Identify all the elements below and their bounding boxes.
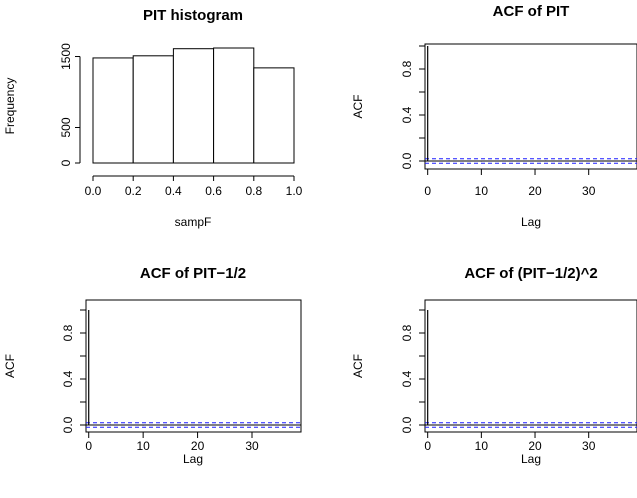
plot-frame <box>85 299 302 433</box>
x-tick-label: 0.4 <box>165 184 182 198</box>
histogram-bar <box>253 67 295 164</box>
y-tick-label: 0.0 <box>400 152 414 169</box>
y-tick-label: 500 <box>59 117 73 137</box>
y-axis-label: ACF <box>3 354 17 378</box>
chart-title: PIT histogram <box>143 7 243 24</box>
x-tick-label: 30 <box>582 439 596 453</box>
y-axis-label: Frequency <box>3 78 17 135</box>
histogram-bar <box>172 48 215 164</box>
y-tick-label: 0.8 <box>400 324 414 341</box>
x-tick-label: 20 <box>528 439 542 453</box>
panel-1: PIT histogram 0.0 0.2 0.4 0.6 0.8 1.0 0 500 1500 s… <box>3 7 303 229</box>
x-tick-label: 10 <box>136 439 150 453</box>
x-tick-label: 10 <box>475 439 489 453</box>
y-tick-label: 0.0 <box>400 416 414 433</box>
y-tick-label: 0.4 <box>61 370 75 387</box>
x-tick-label: 30 <box>582 184 596 198</box>
histogram-bar <box>132 55 174 164</box>
y-tick-label: 0.8 <box>61 324 75 341</box>
panel-3: ACF of PIT−1/2 0 10 20 30 0.0 0.4 0.8 Lag ACF <box>3 265 302 466</box>
y-tick-label: 1500 <box>59 43 73 70</box>
y-tick-label: 0.8 <box>400 60 414 77</box>
x-tick-label: 20 <box>191 439 205 453</box>
x-tick-label: 10 <box>475 184 489 198</box>
x-tick-label: 0 <box>424 439 431 453</box>
x-tick-label: 0 <box>85 439 92 453</box>
panel-2: ACF of PIT 0 10 20 30 0.0 0.4 0.8 Lag ACF <box>351 3 637 229</box>
x-tick-label: 0.6 <box>205 184 222 198</box>
panel-4: ACF of (PIT−1/2)^2 0 10 20 30 0.0 0.4 0.8 Lag ACF <box>351 265 637 466</box>
y-axis-label: ACF <box>351 95 365 119</box>
y-tick-label: 0 <box>59 159 73 166</box>
x-tick-label: 0.8 <box>245 184 262 198</box>
y-tick-label: 0.4 <box>400 370 414 387</box>
chart-title: ACF of PIT−1/2 <box>140 265 246 282</box>
x-axis-label: Lag <box>183 452 203 466</box>
x-tick-label: 1.0 <box>286 184 303 198</box>
y-tick-label: 0.0 <box>61 416 75 433</box>
x-axis-label: Lag <box>521 215 541 229</box>
chart-title: ACF of PIT <box>493 3 570 20</box>
y-axis-label: ACF <box>351 354 365 378</box>
x-tick-label: 0.0 <box>85 184 102 198</box>
x-axis-label: sampF <box>175 215 212 229</box>
x-tick-label: 30 <box>245 439 259 453</box>
plot-frame <box>424 299 637 433</box>
x-tick-label: 0 <box>424 184 431 198</box>
chart-title: ACF of (PIT−1/2)^2 <box>464 265 597 282</box>
y-tick-label: 0.4 <box>400 106 414 123</box>
histogram-bar <box>92 57 134 164</box>
x-tick-label: 20 <box>528 184 542 198</box>
x-axis-label: Lag <box>521 452 541 466</box>
plot-frame <box>424 43 637 170</box>
x-tick-label: 0.2 <box>125 184 142 198</box>
histogram-bar <box>213 47 255 164</box>
